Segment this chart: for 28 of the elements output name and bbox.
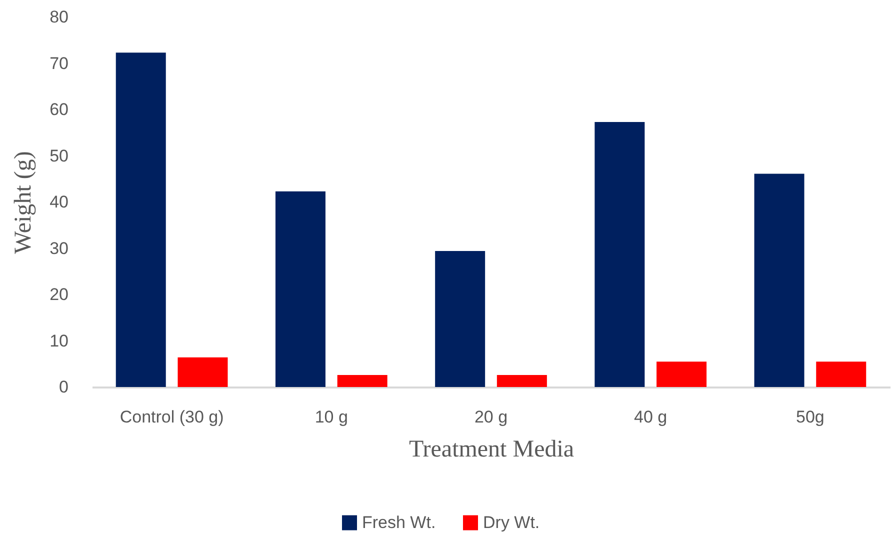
y-tick-label: 20: [50, 285, 68, 304]
legend-label: Fresh Wt.: [362, 512, 436, 532]
x-tick-label: 20 g: [474, 408, 508, 426]
bar: [656, 362, 707, 387]
bar: [496, 374, 547, 387]
y-tick-label: 70: [50, 54, 68, 73]
bar: [275, 191, 326, 387]
y-tick-label: 0: [59, 378, 68, 396]
y-tick-label: 60: [50, 100, 68, 119]
bar: [435, 251, 486, 387]
x-tick-label: Control (30 g): [120, 408, 224, 426]
x-tick-label: 10 g: [314, 408, 348, 426]
x-tick-label: 40 g: [634, 408, 668, 426]
bar: [816, 362, 866, 387]
bar: [594, 122, 645, 387]
y-tick-label: 30: [50, 238, 68, 258]
y-axis-title: Weight (g): [10, 151, 37, 254]
x-axis-title: Treatment Media: [408, 436, 574, 462]
bar: [337, 374, 388, 387]
legend-label: Dry Wt.: [483, 512, 540, 532]
bar: [754, 174, 804, 387]
x-tick-label: 50g: [796, 408, 824, 426]
y-tick-label: 10: [50, 331, 68, 350]
y-tick-label: 80: [50, 8, 68, 26]
y-tick-label: 40: [50, 192, 68, 212]
bar: [178, 357, 228, 387]
bar: [116, 52, 166, 387]
y-tick-label: 50: [50, 146, 68, 166]
